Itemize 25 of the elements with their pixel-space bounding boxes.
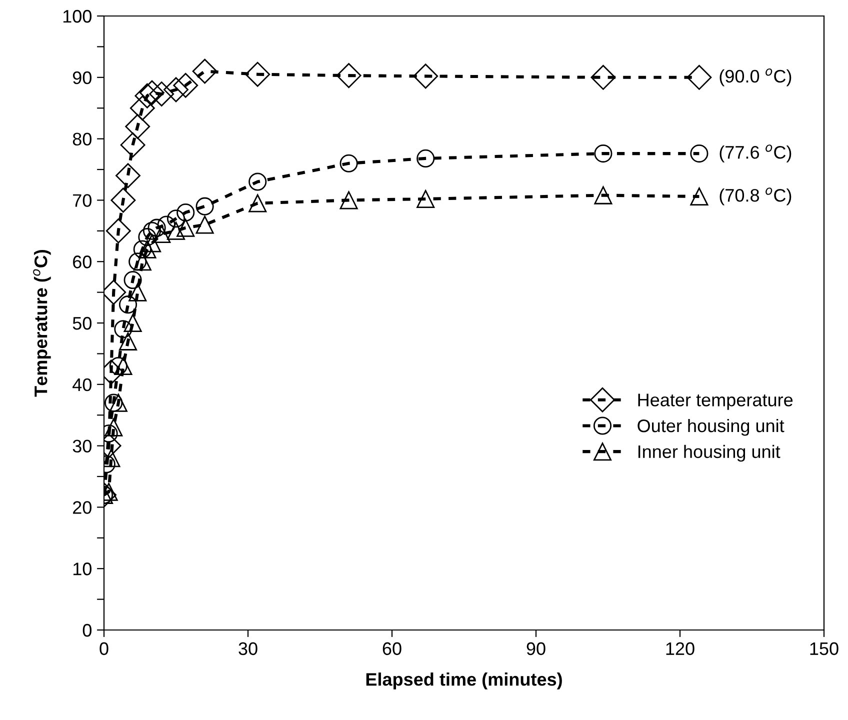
x-tick-label: 0 bbox=[100, 642, 108, 656]
x-tick-label: 90 bbox=[526, 642, 546, 656]
y-tick-label: 30 bbox=[72, 440, 92, 453]
x-tick-label: 120 bbox=[666, 642, 694, 656]
x-tick-label: 150 bbox=[810, 642, 838, 656]
y-tick-label: 40 bbox=[72, 378, 92, 392]
y-tick-label: 90 bbox=[72, 71, 92, 84]
legend-label: Outer housing unit bbox=[638, 418, 784, 436]
x-tick-label: 60 bbox=[382, 642, 402, 656]
annotation: (77.6 $^{o}$C) bbox=[720, 144, 792, 162]
y-tick-label: 0 bbox=[82, 624, 92, 637]
y-tick-label: 70 bbox=[73, 194, 92, 207]
annotation: (70.8 $^{o}$C) bbox=[720, 188, 792, 206]
y-tick-label: 100 bbox=[63, 10, 92, 23]
y-tick-label: 60 bbox=[73, 256, 92, 268]
y-tick-label: 80 bbox=[72, 132, 92, 146]
legend-label: Heater temperature bbox=[638, 394, 793, 410]
x-axis-title: Elapsed time (minutes) bbox=[366, 672, 562, 690]
annotation: (90.0 $^{o}$C) bbox=[720, 68, 792, 86]
x-tick-label: 30 bbox=[238, 642, 258, 656]
legend-label: Inner housing unit bbox=[638, 444, 780, 462]
y-tick-label: 50 bbox=[72, 316, 92, 330]
y-tick-label: 10 bbox=[73, 562, 92, 576]
y-axis-title: Temperature ($^{o}$C) bbox=[33, 250, 51, 397]
y-tick-label: 20 bbox=[73, 501, 92, 514]
